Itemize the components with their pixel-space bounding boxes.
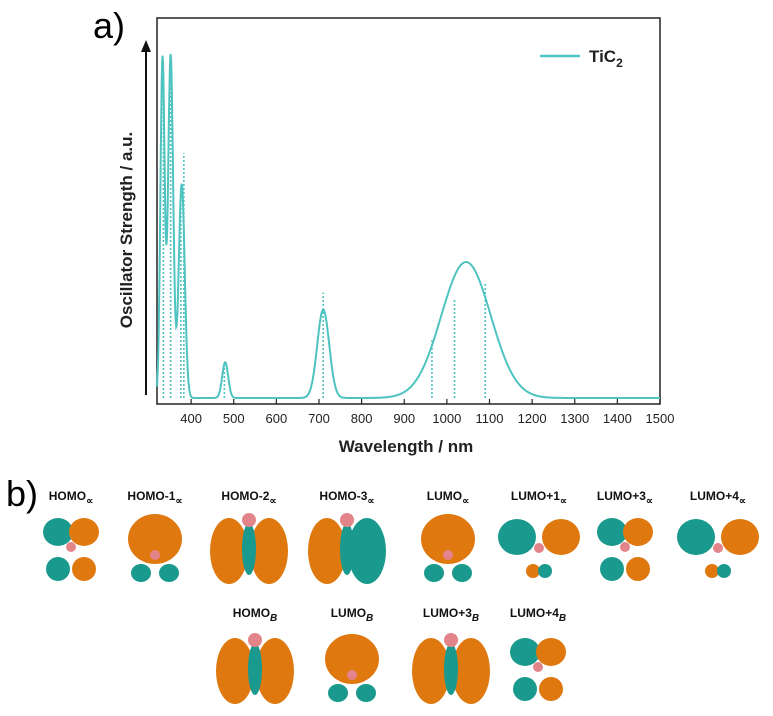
orbital-isosurface [498, 519, 580, 578]
orbital-label-main: LUMO+4 [510, 606, 559, 620]
orbital-isosurface [128, 514, 182, 582]
x-tick-label: 900 [393, 411, 415, 426]
orbital-label-main: LUMO+3 [597, 489, 646, 503]
orbital-label-sub: B [366, 613, 373, 624]
x-tick-label: 1500 [646, 411, 675, 426]
orbital-label-main: HOMO [233, 606, 270, 620]
orbital-isosurface [325, 634, 379, 702]
x-tick-label: 400 [180, 411, 202, 426]
legend-label-tic2: TiC2 [589, 47, 623, 70]
plot-frame [156, 17, 661, 405]
orbital-label-main: LUMO+3 [423, 606, 472, 620]
orbital-panel: HOMO∝ HOMO-1∝ HOMO-2∝ HOMO-3∝ LUMO∝ LUMO+1∝ LU… [43, 489, 759, 704]
legend-label-main: TiC [589, 47, 616, 66]
orbital-label: LUMO+4B [510, 606, 566, 624]
orbital-label-main: LUMO+1 [511, 489, 560, 503]
orbital-label-main: HOMO-3 [319, 489, 367, 503]
spectrum-line-tic2 [156, 53, 660, 399]
orbital-label-main: HOMO-2 [221, 489, 269, 503]
transition-sticks [162, 54, 487, 398]
x-ticks: 400 500 600 700 800 900 1000 1100 1200 1300 1400 15… [180, 399, 674, 426]
orbital-label-main: LUMO+4 [690, 489, 739, 503]
orbital-label-main: LUMO [427, 489, 462, 503]
x-tick-label: 1200 [518, 411, 547, 426]
orbital-isosurface [421, 514, 475, 582]
orbital-label-main: HOMO-1 [127, 489, 175, 503]
orbital-isosurface [677, 519, 759, 578]
orbital-isosurface [412, 633, 490, 704]
orbital-label-sub: ∝ [367, 496, 374, 507]
x-tick-label: 500 [223, 411, 245, 426]
x-tick-label: 1100 [476, 411, 504, 426]
orbital-isosurface [216, 633, 294, 704]
x-tick-label: 700 [308, 411, 330, 426]
orbital-label: HOMO∝ [49, 489, 94, 507]
x-tick-label: 1000 [432, 411, 461, 426]
panel-a-label: a) [93, 5, 125, 46]
orbital-isosurface [308, 513, 386, 584]
x-axis-title: Wavelength / nm [339, 437, 473, 456]
orbital-isosurface [210, 513, 288, 584]
orbital-label: LUMO+4∝ [690, 489, 746, 507]
orbital-label-sub: B [270, 613, 277, 624]
panel-b-label: b) [6, 473, 38, 514]
orbital-label: LUMO+1∝ [511, 489, 567, 507]
orbital-label: HOMO-2∝ [221, 489, 276, 507]
orbital-isosurface [597, 518, 653, 581]
orbital-label: HOMOB [233, 606, 278, 624]
x-tick-label: 600 [266, 411, 288, 426]
orbital-label: LUMO∝ [427, 489, 469, 507]
orbital-isosurface [510, 638, 566, 701]
x-tick-label: 800 [351, 411, 373, 426]
absorption-chart: 400 500 600 700 800 900 1000 1100 1200 1300 1400 15… [117, 17, 674, 456]
legend: TiC2 [540, 47, 623, 70]
y-axis-arrow-head [141, 40, 151, 52]
orbital-label: LUMOB [331, 606, 374, 624]
orbital-label-sub: ∝ [86, 496, 93, 507]
orbital-label: HOMO-1∝ [127, 489, 182, 507]
orbital-isosurface [43, 518, 99, 581]
orbital-label-main: HOMO [49, 489, 86, 503]
orbital-label-sub: ∝ [269, 496, 276, 507]
orbital-label-sub: ∝ [175, 496, 182, 507]
orbital-label-sub: ∝ [462, 496, 469, 507]
orbital-label-sub: ∝ [560, 496, 567, 507]
orbital-label: LUMO+3B [423, 606, 479, 624]
orbital-label-sub: B [559, 613, 566, 624]
orbital-label: HOMO-3∝ [319, 489, 374, 507]
orbital-label-sub: ∝ [646, 496, 653, 507]
x-tick-label: 1300 [560, 411, 589, 426]
x-tick-label: 1400 [603, 411, 632, 426]
orbital-label-sub: B [472, 613, 479, 624]
orbital-label-main: LUMO [331, 606, 366, 620]
y-axis-title: Oscillator Strength / a.u. [117, 132, 136, 328]
legend-label-sub: 2 [616, 56, 623, 70]
orbital-label: LUMO+3∝ [597, 489, 653, 507]
orbital-label-sub: ∝ [739, 496, 746, 507]
